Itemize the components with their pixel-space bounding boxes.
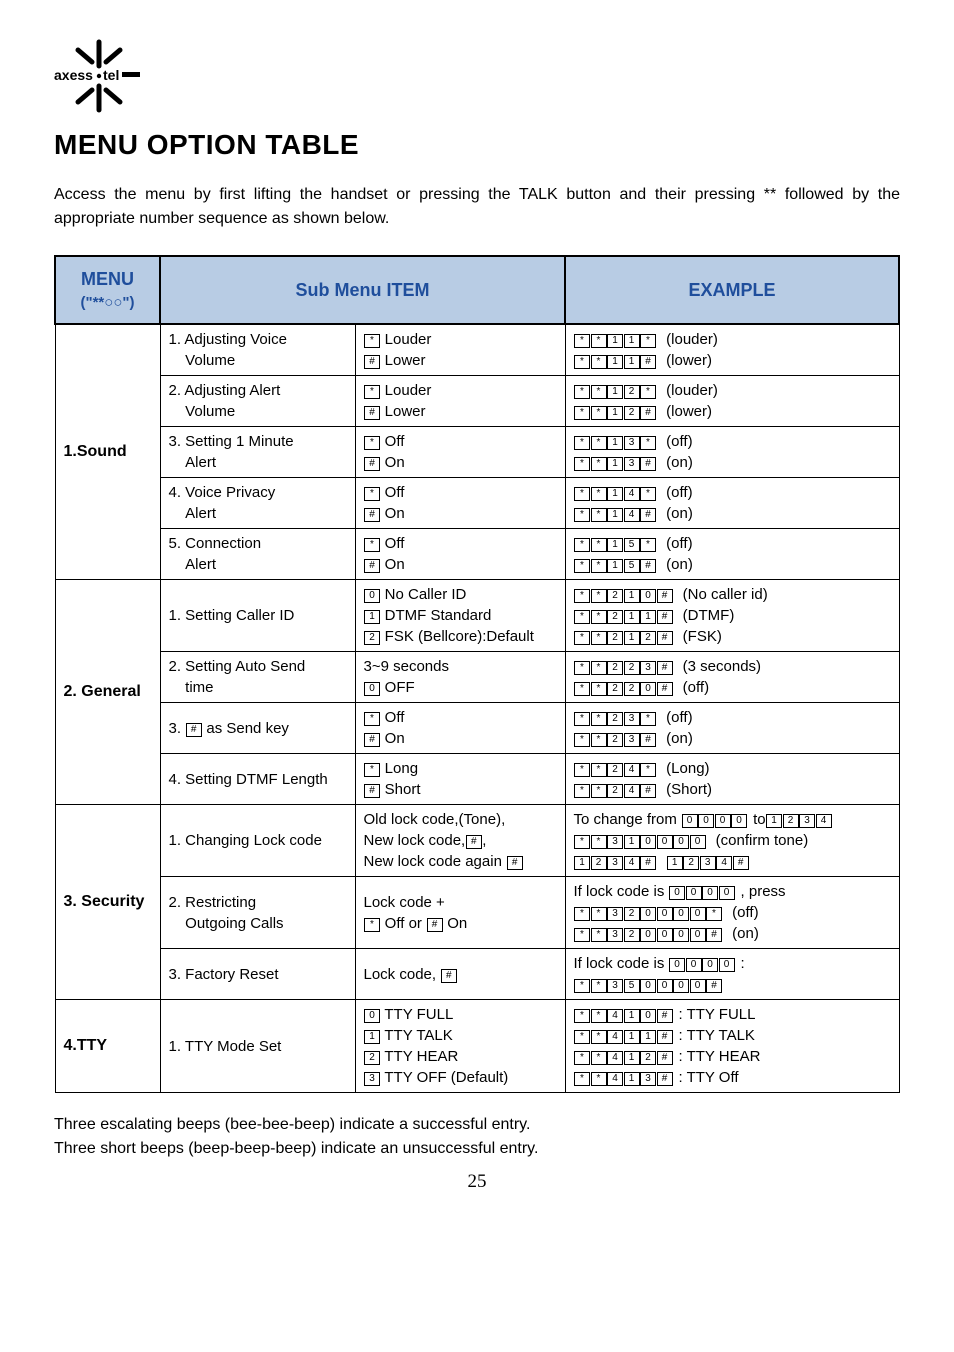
sub-menu-option-cell: 0 No Caller ID1 DTMF Standard2 FSK (Bell…: [355, 580, 565, 652]
example-cell: **410#: TTY FULL**411#: TTY TALK**412#: …: [565, 1000, 899, 1093]
th-menu-label: MENU: [81, 269, 134, 289]
table-row: 2. General1. Setting Caller ID0 No Calle…: [55, 580, 899, 652]
svg-text:axess: axess: [54, 67, 93, 83]
example-cell: If lock code is 0000, press**320000* (of…: [565, 877, 899, 949]
sub-menu-name-cell: 1. Setting Caller ID: [160, 580, 355, 652]
sub-menu-option-cell: Lock code +* Off or # On: [355, 877, 565, 949]
sub-menu-option-cell: 3~9 seconds0 OFF: [355, 652, 565, 703]
sub-menu-option-cell: * Off# On: [355, 529, 565, 580]
table-row: 3. Security1. Changing Lock codeOld lock…: [55, 805, 899, 877]
page-number: 25: [54, 1171, 900, 1193]
example-cell: If lock code is 0000:**350000#: [565, 949, 899, 1000]
footer-line: Three short beeps (beep-beep-beep) indic…: [54, 1137, 900, 1161]
sub-menu-option-cell: * Louder# Lower: [355, 324, 565, 376]
example-cell: **210# (No caller id)**211# (DTMF)**212#…: [565, 580, 899, 652]
example-cell: **15* (off)**15# (on): [565, 529, 899, 580]
sub-menu-name-cell: 3. Setting 1 Minute Alert: [160, 427, 355, 478]
svg-text:tel: tel: [103, 67, 119, 83]
table-row: 5. Connection Alert* Off# On**15* (off)*…: [55, 529, 899, 580]
menu-option-table: MENU ("**○○") Sub Menu ITEM EXAMPLE 1.So…: [54, 255, 900, 1093]
example-cell: **12* (louder)**12# (lower): [565, 376, 899, 427]
sub-menu-name-cell: 2. Restricting Outgoing Calls: [160, 877, 355, 949]
logo: axess tel: [54, 36, 900, 121]
table-row: 1.Sound1. Adjusting Voice Volume* Louder…: [55, 324, 899, 376]
sub-menu-option-cell: Lock code, #: [355, 949, 565, 1000]
footer-text: Three escalating beeps (bee-bee-beep) in…: [54, 1113, 900, 1161]
sub-menu-name-cell: 2. Adjusting Alert Volume: [160, 376, 355, 427]
table-row: 4.TTY1. TTY Mode Set0 TTY FULL1 TTY TALK…: [55, 1000, 899, 1093]
sub-menu-option-cell: 0 TTY FULL1 TTY TALK2 TTY HEAR3 TTY OFF …: [355, 1000, 565, 1093]
sub-menu-name-cell: 3. Factory Reset: [160, 949, 355, 1000]
th-sub-menu: Sub Menu ITEM: [160, 256, 565, 324]
sub-menu-name-cell: 1. TTY Mode Set: [160, 1000, 355, 1093]
sub-menu-name-cell: 5. Connection Alert: [160, 529, 355, 580]
sub-menu-name-cell: 4. Voice Privacy Alert: [160, 478, 355, 529]
menu-category-cell: 1.Sound: [55, 324, 160, 580]
table-row: 3. # as Send key* Off# On**23* (off)**23…: [55, 703, 899, 754]
sub-menu-name-cell: 2. Setting Auto Send time: [160, 652, 355, 703]
page: axess tel MENU OPTION TABLE Access the m…: [0, 0, 954, 1233]
table-row: 3. Factory ResetLock code, #If lock code…: [55, 949, 899, 1000]
intro-paragraph: Access the menu by first lifting the han…: [54, 183, 900, 231]
menu-category-cell: 2. General: [55, 580, 160, 805]
sub-menu-name-cell: 1. Changing Lock code: [160, 805, 355, 877]
example-cell: **223# (3 seconds)**220# (off): [565, 652, 899, 703]
table-row: 4. Setting DTMF Length* Long# Short**24*…: [55, 754, 899, 805]
table-row: 2. Setting Auto Send time3~9 seconds0 OF…: [55, 652, 899, 703]
table-header-row: MENU ("**○○") Sub Menu ITEM EXAMPLE: [55, 256, 899, 324]
sub-menu-option-cell: * Off# On: [355, 478, 565, 529]
table-row: 3. Setting 1 Minute Alert* Off# On**13* …: [55, 427, 899, 478]
th-menu: MENU ("**○○"): [55, 256, 160, 324]
menu-category-cell: 3. Security: [55, 805, 160, 1000]
sub-menu-name-cell: 4. Setting DTMF Length: [160, 754, 355, 805]
page-title: MENU OPTION TABLE: [54, 129, 900, 161]
table-row: 2. Restricting Outgoing CallsLock code +…: [55, 877, 899, 949]
example-cell: **23* (off)**23# (on): [565, 703, 899, 754]
sub-menu-option-cell: * Louder# Lower: [355, 376, 565, 427]
footer-line: Three escalating beeps (bee-bee-beep) in…: [54, 1113, 900, 1137]
sub-menu-name-cell: 3. # as Send key: [160, 703, 355, 754]
th-menu-sub: ("**○○"): [62, 292, 153, 313]
example-cell: **11* (louder)**11# (lower): [565, 324, 899, 376]
table-row: 4. Voice Privacy Alert* Off# On**14* (of…: [55, 478, 899, 529]
sub-menu-option-cell: * Off# On: [355, 703, 565, 754]
th-example: EXAMPLE: [565, 256, 899, 324]
sub-menu-option-cell: Old lock code,(Tone),New lock code,#,New…: [355, 805, 565, 877]
example-cell: To change from 0000to1234**310000 (confi…: [565, 805, 899, 877]
sub-menu-option-cell: * Off# On: [355, 427, 565, 478]
menu-category-cell: 4.TTY: [55, 1000, 160, 1093]
sub-menu-option-cell: * Long# Short: [355, 754, 565, 805]
sub-menu-name-cell: 1. Adjusting Voice Volume: [160, 324, 355, 376]
example-cell: **14* (off)**14# (on): [565, 478, 899, 529]
example-cell: **24* (Long)**24# (Short): [565, 754, 899, 805]
example-cell: **13* (off)**13# (on): [565, 427, 899, 478]
table-row: 2. Adjusting Alert Volume* Louder# Lower…: [55, 376, 899, 427]
